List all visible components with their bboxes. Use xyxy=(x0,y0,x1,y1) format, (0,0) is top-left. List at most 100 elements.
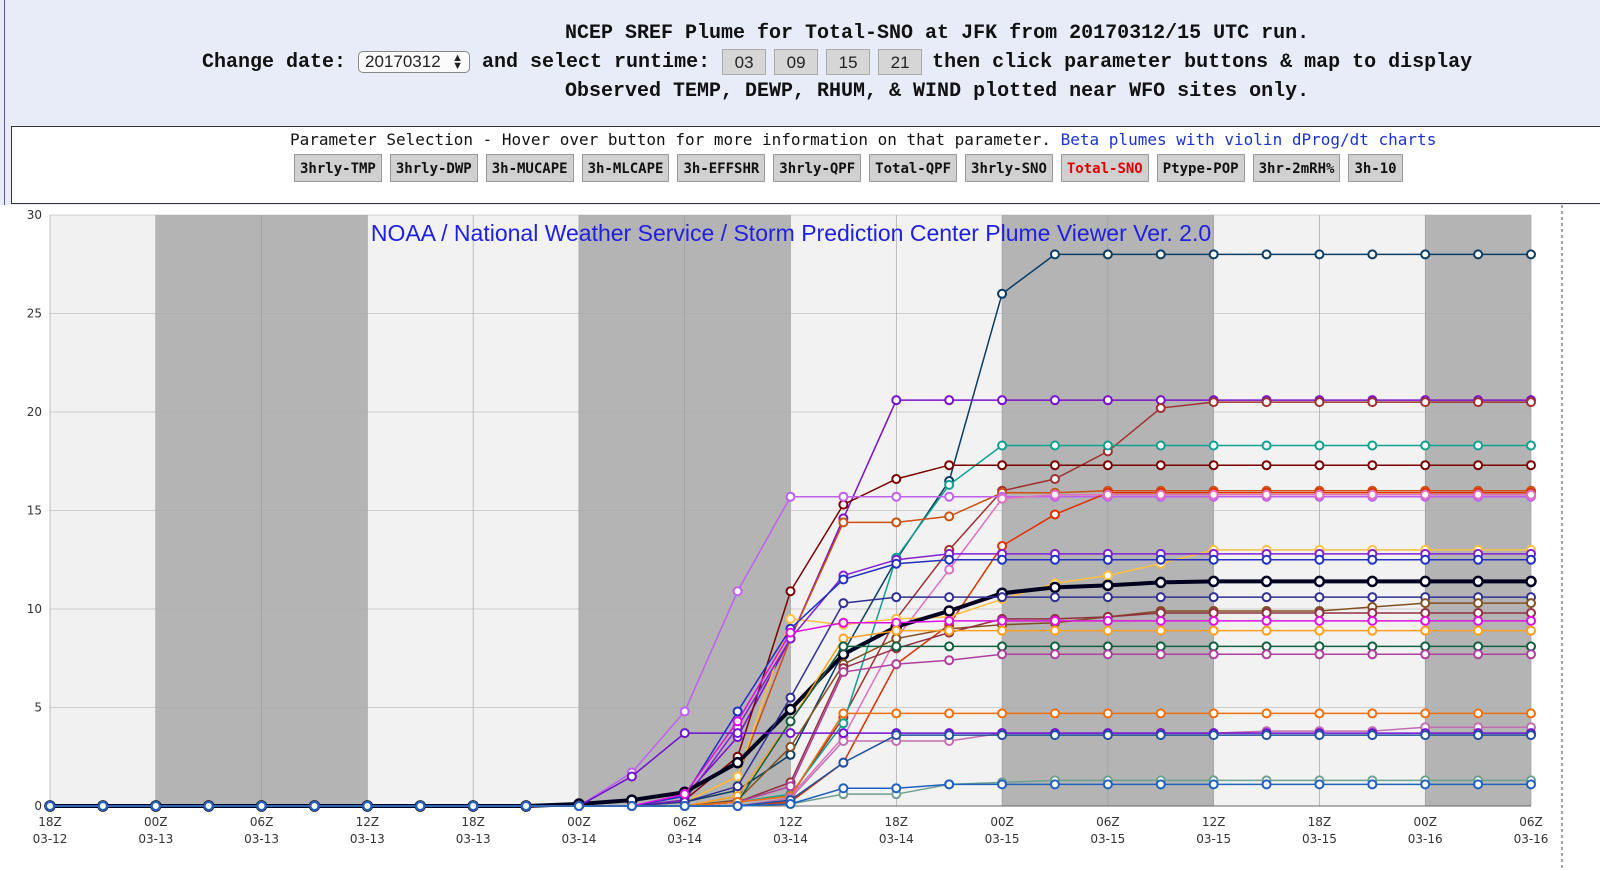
data-point xyxy=(944,708,955,719)
param-button-3hrly-dwp[interactable]: 3hrly-DWP xyxy=(389,154,478,182)
data-point xyxy=(838,783,849,794)
data-point xyxy=(1472,575,1484,588)
data-point xyxy=(891,491,902,502)
param-button-3h-10[interactable]: 3h-10 xyxy=(1348,154,1403,182)
x-tick-date: 03-15 xyxy=(1090,832,1125,846)
runtime-button-15[interactable]: 15 xyxy=(826,49,871,75)
data-point xyxy=(1526,615,1536,626)
param-button-3h-mucape[interactable]: 3h-MUCAPE xyxy=(485,154,574,182)
data-point xyxy=(1420,649,1431,660)
y-tick-label: 25 xyxy=(27,307,42,321)
x-tick-time: 00Z xyxy=(144,815,168,829)
data-point xyxy=(838,499,849,510)
data-point xyxy=(1473,779,1484,790)
data-point xyxy=(1526,554,1536,565)
data-point xyxy=(1155,249,1166,260)
data-point xyxy=(1102,460,1113,471)
data-point xyxy=(838,735,849,746)
data-point xyxy=(309,801,320,811)
data-point xyxy=(1314,779,1325,790)
data-point xyxy=(1367,779,1378,790)
data-point xyxy=(415,801,426,811)
data-point xyxy=(1049,625,1060,636)
data-point xyxy=(1049,730,1060,741)
x-tick-time: 06Z xyxy=(250,815,274,829)
data-point xyxy=(1314,641,1325,652)
data-point xyxy=(891,730,902,741)
series-25 xyxy=(45,779,1536,811)
data-point xyxy=(1208,641,1219,652)
data-point xyxy=(1367,397,1378,408)
param-button-3h-effshr[interactable]: 3h-EFFSHR xyxy=(677,154,766,182)
runtime-button-03[interactable]: 03 xyxy=(722,49,767,75)
date-select[interactable]: 20170312 ▲ ▼ xyxy=(358,51,471,73)
data-point xyxy=(1049,708,1060,719)
data-point xyxy=(1473,554,1484,565)
data-point xyxy=(1367,440,1378,451)
x-tick-date: 03-14 xyxy=(773,832,808,846)
data-point xyxy=(1102,625,1113,636)
x-tick-date: 03-16 xyxy=(1514,832,1549,846)
data-point xyxy=(1102,615,1113,626)
x-tick-time: 06Z xyxy=(673,815,697,829)
data-point xyxy=(1526,708,1536,719)
x-tick-time: 12Z xyxy=(356,815,380,829)
data-point xyxy=(1367,615,1378,626)
data-point xyxy=(1208,554,1219,565)
data-point xyxy=(1155,607,1166,618)
param-button-total-sno[interactable]: Total-SNO xyxy=(1060,154,1149,182)
y-tick-label: 15 xyxy=(27,504,42,518)
x-tick-date: 03-14 xyxy=(561,832,596,846)
data-point xyxy=(1049,779,1060,790)
x-tick-time: 12Z xyxy=(1202,815,1226,829)
runtime-button-21[interactable]: 21 xyxy=(878,49,923,75)
data-point xyxy=(1208,607,1219,618)
param-button-3hrly-qpf[interactable]: 3hrly-QPF xyxy=(773,154,862,182)
data-point xyxy=(732,781,743,792)
data-point xyxy=(1526,489,1536,500)
runtime-button-09[interactable]: 09 xyxy=(774,49,819,75)
param-button-ptype-pop[interactable]: Ptype-POP xyxy=(1156,154,1245,182)
data-point xyxy=(1526,607,1536,618)
data-point xyxy=(1208,779,1219,790)
data-point xyxy=(838,491,849,502)
data-point xyxy=(838,728,849,739)
data-point xyxy=(1473,607,1484,618)
data-point xyxy=(1367,460,1378,471)
beta-plumes-link[interactable]: Beta plumes with violin dProg/dt charts xyxy=(1060,130,1437,149)
data-point xyxy=(785,716,796,727)
data-point xyxy=(1049,615,1060,626)
data-point xyxy=(997,440,1008,451)
data-point xyxy=(1155,460,1166,471)
x-tick-time: 06Z xyxy=(1096,815,1120,829)
data-point xyxy=(944,615,955,626)
data-point xyxy=(732,801,743,811)
data-point xyxy=(997,641,1008,652)
x-tick-date: 03-15 xyxy=(985,832,1020,846)
data-point xyxy=(1155,779,1166,790)
data-point xyxy=(891,558,902,569)
data-point xyxy=(573,801,584,811)
data-point xyxy=(1367,625,1378,636)
plume-chart[interactable]: 0 5 10 15 20 25 30 18Z 03-12 00Z 03-13 06Z 03-13 12Z… xyxy=(0,205,1600,871)
data-point xyxy=(1526,625,1536,636)
param-button-3h-mlcape[interactable]: 3h-MLCAPE xyxy=(581,154,670,182)
data-point xyxy=(1367,489,1378,500)
data-point xyxy=(1261,607,1272,618)
param-button-total-qpf[interactable]: Total-QPF xyxy=(869,154,958,182)
instruction-text: then click parameter buttons & map to di… xyxy=(932,50,1473,74)
data-point xyxy=(1049,649,1060,660)
data-point xyxy=(997,540,1008,551)
data-point xyxy=(1208,649,1219,660)
data-point xyxy=(1155,440,1166,451)
param-button-3hrly-tmp[interactable]: 3hrly-TMP xyxy=(294,154,382,182)
param-button-3hr-2mrh[interactable]: 3hr-2mRH% xyxy=(1252,154,1341,182)
data-point xyxy=(1420,598,1431,609)
data-point xyxy=(1155,592,1166,603)
data-point xyxy=(1155,649,1166,660)
data-point xyxy=(732,728,743,739)
data-point xyxy=(1102,708,1113,719)
data-point xyxy=(785,613,796,624)
param-button-3hrly-sno[interactable]: 3hrly-SNO xyxy=(965,154,1053,182)
x-tick-time: 00Z xyxy=(1413,815,1437,829)
